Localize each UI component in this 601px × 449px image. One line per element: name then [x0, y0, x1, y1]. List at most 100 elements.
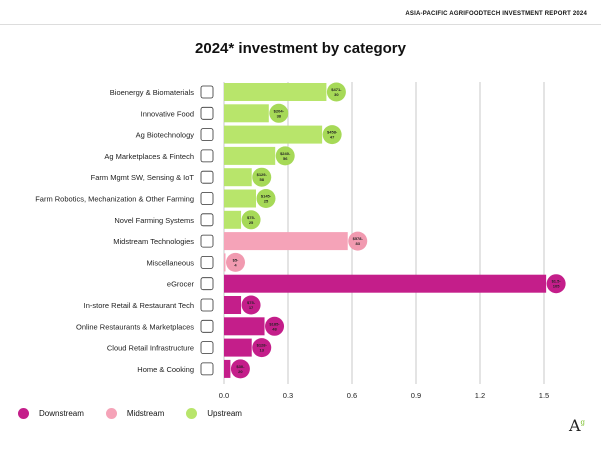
bowl-icon	[200, 106, 214, 120]
badge-amount-10: $75-	[247, 300, 256, 305]
badge-deals-6: 25	[249, 220, 254, 225]
badge-0	[326, 82, 346, 102]
badge-10	[241, 295, 261, 315]
badge-deals-8: 4	[234, 262, 237, 267]
badge-amount-9: $1.5-	[552, 279, 562, 284]
x-tick-label-2: 0.6	[347, 391, 357, 400]
badge-amount-13: $30-	[236, 364, 245, 369]
legend-item-downstream: Downstream	[18, 408, 84, 419]
category-label-7: Midstream Technologies	[113, 237, 194, 246]
bar-11	[224, 317, 265, 336]
category-label-1: Innovative Food	[141, 109, 194, 118]
badge-11	[265, 316, 285, 336]
category-label-0: Bioenergy & Biomaterials	[110, 88, 194, 97]
bar-1	[224, 104, 269, 123]
report-title: ASIA-PACIFIC AGRIFOODTECH INVESTMENT REP…	[405, 11, 587, 17]
badge-amount-0: $471-	[331, 87, 342, 92]
category-label-6: Novel Farming Systems	[114, 216, 194, 225]
badge-5	[256, 189, 276, 208]
bar-3	[224, 146, 276, 165]
category-label-11: Online Restaurants & Marketplaces	[76, 322, 194, 331]
badge-12	[252, 338, 272, 358]
category-label-12: Cloud Retail Infrastructure	[107, 344, 194, 353]
legend-item-midstream: Midstream	[105, 408, 165, 419]
legend-item-upstream: Upstream	[186, 408, 242, 419]
tractor-icon	[200, 192, 214, 205]
field-rows-icon	[200, 255, 214, 269]
badge-deals-5: 25	[264, 199, 269, 204]
money-bag-icon	[200, 149, 214, 163]
badge-deals-7: 83	[356, 241, 361, 246]
badge-deals-13: 20	[238, 369, 243, 374]
badge-deals-11: 48	[272, 326, 277, 331]
header-divider	[0, 24, 601, 25]
category-label-13: Home & Cooking	[137, 365, 194, 374]
badge-amount-4: $129-	[257, 172, 268, 177]
x-tick-label-4: 1.2	[475, 391, 485, 400]
badge-amount-3: $240-	[280, 151, 291, 156]
store-icon	[200, 298, 214, 312]
gear-icon	[200, 234, 214, 248]
bar-0	[224, 83, 327, 101]
legend: Downstream Midstream Upstream	[18, 408, 264, 419]
badge-deals-12: 13	[260, 348, 265, 353]
bar-7	[224, 232, 348, 251]
legend-label-midstream: Midstream	[126, 409, 165, 418]
badge-amount-6: $75-	[247, 215, 256, 220]
badge-deals-0: 30	[334, 92, 339, 97]
category-label-4: Farm Mgmt SW, Sensing & IoT	[91, 173, 195, 182]
category-label-8: Miscellaneous	[146, 258, 194, 267]
badge-deals-3: 56	[283, 156, 288, 161]
badge-deals-10: 17	[249, 305, 254, 310]
badge-2	[322, 125, 342, 145]
category-label-10: In-store Retail & Restaurant Tech	[84, 301, 194, 310]
badge-deals-9: 105	[553, 284, 560, 289]
category-label-2: Ag Biotechnology	[136, 131, 195, 140]
oven-icon	[200, 362, 214, 376]
badge-amount-12: $128-	[257, 343, 268, 348]
greenhouse-icon	[200, 213, 214, 227]
flask-icon	[200, 128, 214, 142]
x-tick-label-1: 0.3	[283, 391, 293, 400]
badge-13	[230, 359, 250, 379]
badge-3	[275, 146, 295, 166]
bar-5	[224, 189, 256, 208]
bar-4	[224, 168, 252, 187]
badge-deals-1: 38	[277, 113, 282, 118]
badge-1	[269, 103, 289, 123]
bar-6	[224, 210, 242, 229]
bowl-delivery-icon	[200, 319, 214, 333]
bar-12	[224, 338, 252, 357]
badge-7	[348, 231, 368, 251]
badge-4	[252, 167, 272, 187]
badge-amount-5: $145-	[261, 194, 272, 199]
category-label-9: eGrocer	[167, 280, 195, 289]
badge-amount-11: $185-	[269, 321, 280, 326]
x-tick-label-0: 0.0	[219, 391, 229, 400]
brand-logo: Ag	[568, 416, 585, 435]
legend-swatch-midstream	[105, 408, 117, 419]
legend-swatch-upstream	[186, 408, 198, 419]
badge-deals-2: 47	[330, 135, 335, 140]
legend-swatch-downstream	[18, 408, 29, 419]
badge-8	[226, 252, 245, 272]
legend-label-downstream: Downstream	[39, 409, 84, 418]
bar-13	[224, 359, 231, 378]
cart-icon	[200, 341, 214, 355]
chart-title: 2024* investment by category	[195, 40, 406, 57]
badge-amount-1: $204-	[274, 108, 285, 113]
category-label-3: Ag Marketplaces & Fintech	[104, 152, 194, 161]
legend-label-upstream: Upstream	[207, 409, 242, 418]
badge-9	[546, 274, 566, 294]
x-tick-label-3: 0.9	[411, 391, 421, 400]
bar-10	[224, 296, 242, 314]
document-leaf-icon	[200, 85, 214, 99]
bar-9	[224, 274, 547, 293]
laptop-cart-icon	[200, 277, 214, 291]
x-tick-label-5: 1.5	[539, 391, 549, 400]
category-label-5: Farm Robotics, Mechanization & Other Far…	[35, 195, 194, 204]
badge-amount-8: $5-	[233, 257, 239, 262]
badge-amount-2: $458-	[327, 130, 338, 135]
bar-8	[224, 253, 226, 272]
